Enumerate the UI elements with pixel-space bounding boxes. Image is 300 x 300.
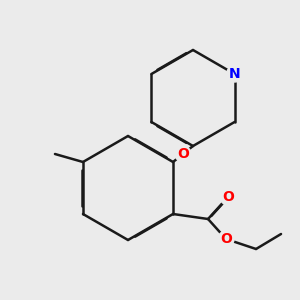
Circle shape bbox=[218, 231, 234, 247]
Circle shape bbox=[226, 66, 243, 82]
Circle shape bbox=[175, 146, 191, 162]
Text: O: O bbox=[177, 147, 189, 161]
Text: O: O bbox=[220, 232, 232, 246]
Text: O: O bbox=[222, 190, 234, 204]
Text: N: N bbox=[229, 67, 240, 81]
Circle shape bbox=[220, 189, 236, 205]
